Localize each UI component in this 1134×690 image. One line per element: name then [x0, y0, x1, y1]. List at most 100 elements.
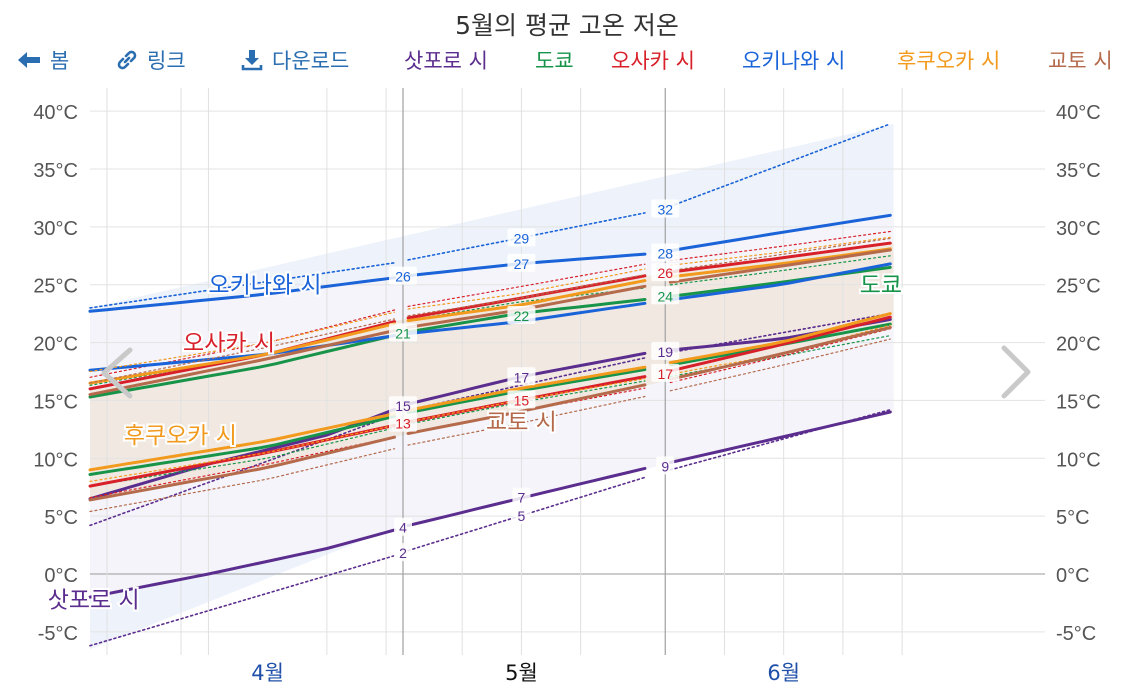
y-tick-label-left: 20°C — [33, 334, 78, 356]
series-low-line — [668, 326, 892, 381]
legend-label: 오키나와 시 — [742, 49, 846, 73]
data-label-bg — [512, 487, 531, 506]
series-low-line — [668, 262, 892, 302]
data-label-bg — [651, 263, 680, 282]
y-tick-label-left: 40°C — [33, 102, 78, 124]
link-button[interactable]: 링크 — [115, 44, 186, 76]
series-name-label: 오키나와 시 — [208, 273, 321, 299]
download-button[interactable]: 다운로드 — [240, 44, 349, 76]
data-label-bg — [394, 517, 412, 536]
y-tick-label-right: 10°C — [1056, 449, 1101, 471]
series-low-line — [668, 312, 892, 365]
data-label: 7 — [518, 490, 526, 506]
series-p90-line — [89, 414, 396, 527]
data-label-bg — [507, 305, 536, 324]
back-button[interactable]: 봄 — [16, 44, 69, 76]
chevron-left-icon[interactable] — [101, 347, 133, 399]
back-label: 봄 — [50, 49, 70, 73]
series-high-line — [668, 247, 892, 279]
series-name-label: 도쿄 — [860, 273, 902, 299]
data-label-bg — [651, 363, 680, 382]
legend-item-tokyo[interactable]: 도쿄 — [535, 44, 574, 76]
series-low-line — [668, 315, 892, 373]
series-dotted-high — [407, 268, 646, 310]
series-dotted-high — [89, 309, 396, 378]
data-label: 24 — [657, 288, 673, 304]
legend-label: 교토 시 — [1048, 49, 1113, 73]
series-high-line — [668, 248, 892, 284]
y-tick-label-right: 0°C — [1056, 565, 1090, 587]
series-dotted-low — [407, 395, 646, 446]
data-label: 9 — [661, 458, 669, 474]
y-tick-label-left: 0°C — [44, 565, 78, 587]
legend-label: 후쿠오카 시 — [897, 49, 1001, 73]
data-label-bg — [651, 341, 680, 360]
data-label-bg — [512, 506, 531, 525]
series-low-line — [88, 435, 396, 502]
data-label-bg — [651, 286, 680, 305]
legend-item-kyoto[interactable]: 교토 시 — [1048, 44, 1113, 76]
chevron-right-icon[interactable] — [1001, 345, 1031, 399]
data-label: 22 — [514, 308, 530, 324]
arrow-left-icon — [16, 50, 42, 70]
series-dotted-high — [89, 318, 396, 384]
x-month-label: 6월 — [767, 661, 800, 685]
legend-item-fukuoka[interactable]: 후쿠오카 시 — [897, 44, 1000, 76]
series-name-label: 후쿠오카 시 — [124, 423, 237, 449]
y-tick-label-right: 25°C — [1056, 276, 1101, 298]
y-tick-label-left: 10°C — [33, 449, 78, 471]
data-label-bg — [651, 199, 680, 218]
y-tick-label-right: -5°C — [1056, 623, 1096, 645]
x-month-label: 4월 — [251, 661, 284, 685]
series-dotted-high — [407, 274, 646, 317]
series-dotted-high — [669, 236, 891, 266]
data-label: 21 — [395, 325, 411, 341]
data-label: 17 — [657, 366, 673, 382]
series-name-label: 오사카 시 — [183, 331, 275, 357]
data-label-bg — [389, 266, 417, 285]
y-tick-label-right: 20°C — [1056, 334, 1101, 356]
link-label: 링크 — [147, 49, 186, 73]
legend-label: 도쿄 — [535, 49, 574, 73]
series-high-line — [406, 279, 647, 323]
series-high-line — [88, 322, 396, 385]
y-tick-label-left: 35°C — [33, 160, 78, 182]
data-label: 17 — [514, 369, 530, 385]
data-label-bg — [507, 367, 536, 386]
y-tick-label-right: 35°C — [1056, 160, 1101, 182]
data-label: 28 — [657, 245, 673, 261]
data-label: 29 — [514, 230, 530, 246]
legend-item-okinawa[interactable]: 오키나와 시 — [742, 44, 845, 76]
y-tick-label-right: 40°C — [1056, 102, 1101, 124]
series-p90-line — [89, 262, 396, 309]
series-low-line — [668, 410, 892, 464]
y-tick-label-right: 30°C — [1056, 218, 1101, 240]
data-label-bg — [656, 456, 675, 475]
legend-item-osaka[interactable]: 오사카 시 — [611, 44, 695, 76]
y-tick-label-left: 25°C — [33, 276, 78, 298]
data-label: 27 — [514, 256, 530, 272]
data-label-bg — [651, 243, 680, 262]
series-p10-line — [407, 476, 646, 552]
legend-item-sapporo[interactable]: 삿포로 시 — [404, 44, 488, 76]
series-dotted-high — [669, 230, 891, 262]
data-label-bg — [394, 543, 412, 562]
data-label: 15 — [395, 398, 411, 414]
data-label: 5 — [518, 508, 526, 524]
data-label: 4 — [399, 520, 407, 536]
series-name-label: 교토 시 — [486, 409, 557, 435]
download-label: 다운로드 — [272, 49, 350, 73]
series-low-line — [88, 528, 396, 599]
series-name-label: 삿포로 시 — [48, 587, 140, 613]
series-high-line — [88, 333, 396, 399]
data-label: 26 — [395, 269, 411, 285]
series-high-line — [88, 276, 396, 313]
link-icon — [115, 48, 139, 72]
series-low-line — [88, 412, 396, 472]
series-high-line — [668, 213, 892, 253]
series-high-line — [668, 241, 892, 274]
x-month-label: 5월 — [505, 661, 538, 685]
series-low-line — [406, 368, 647, 415]
series-dotted-low — [89, 448, 396, 513]
legend-label: 삿포로 시 — [404, 49, 488, 73]
